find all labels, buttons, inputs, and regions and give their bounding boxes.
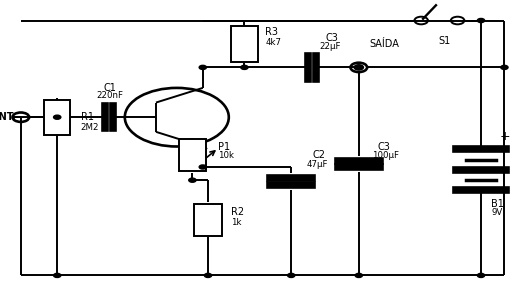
Text: C2: C2 bbox=[312, 150, 325, 160]
Text: 9V: 9V bbox=[491, 208, 503, 217]
Text: 2M2: 2M2 bbox=[81, 123, 99, 132]
Circle shape bbox=[355, 65, 362, 69]
Circle shape bbox=[241, 65, 248, 69]
Circle shape bbox=[54, 273, 61, 277]
Text: +: + bbox=[499, 130, 510, 143]
Text: ENT.: ENT. bbox=[0, 112, 16, 122]
Text: B1: B1 bbox=[491, 199, 504, 209]
Text: 1k: 1k bbox=[231, 218, 242, 227]
Text: 10k: 10k bbox=[218, 151, 235, 160]
Circle shape bbox=[54, 115, 61, 119]
Bar bbox=[194, 204, 222, 236]
Text: 47μF: 47μF bbox=[307, 160, 328, 168]
Text: C1: C1 bbox=[103, 83, 116, 93]
Bar bbox=[179, 139, 206, 171]
Text: R2: R2 bbox=[231, 207, 244, 217]
Circle shape bbox=[477, 18, 485, 23]
Text: 100μF: 100μF bbox=[372, 151, 399, 160]
Text: R1: R1 bbox=[81, 112, 94, 122]
Text: 4k7: 4k7 bbox=[265, 38, 281, 47]
Circle shape bbox=[288, 273, 295, 277]
Text: 220nF: 220nF bbox=[96, 91, 123, 100]
Circle shape bbox=[199, 165, 206, 169]
Text: R3: R3 bbox=[265, 27, 278, 37]
Circle shape bbox=[189, 178, 196, 182]
Circle shape bbox=[199, 65, 206, 69]
Bar bbox=[44, 100, 70, 135]
Circle shape bbox=[204, 273, 212, 277]
Circle shape bbox=[354, 65, 363, 70]
Text: 22μF: 22μF bbox=[320, 42, 341, 51]
Bar bbox=[231, 26, 258, 62]
Text: S1: S1 bbox=[438, 36, 451, 46]
Text: SAÍDA: SAÍDA bbox=[369, 39, 399, 49]
Circle shape bbox=[355, 273, 362, 277]
Text: C3: C3 bbox=[325, 33, 338, 43]
Circle shape bbox=[501, 65, 508, 69]
Text: C3: C3 bbox=[377, 142, 390, 151]
Text: P1: P1 bbox=[218, 142, 230, 151]
Circle shape bbox=[477, 273, 485, 277]
